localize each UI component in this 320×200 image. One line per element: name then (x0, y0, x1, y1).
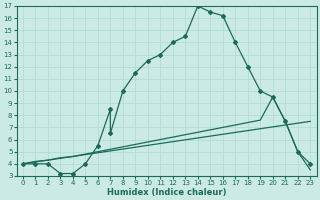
X-axis label: Humidex (Indice chaleur): Humidex (Indice chaleur) (107, 188, 226, 197)
